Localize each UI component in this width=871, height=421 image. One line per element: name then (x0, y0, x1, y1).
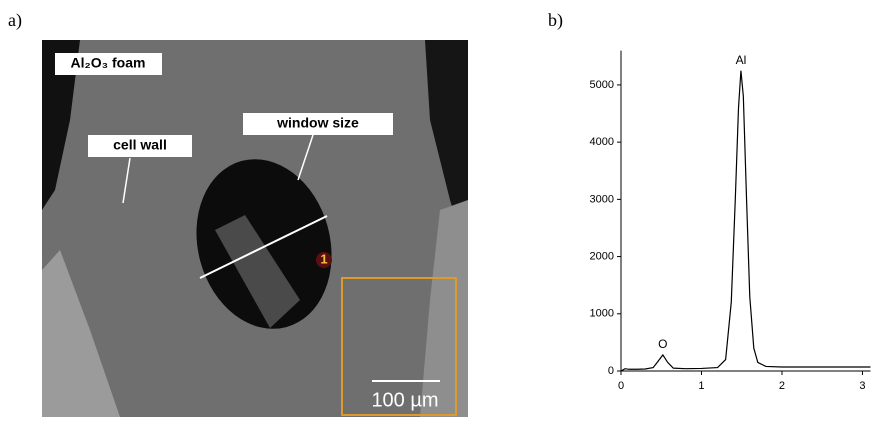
spectrum-line (621, 71, 871, 371)
sample-label: Al₂O₃ foam (71, 55, 146, 71)
panel-label: b) (548, 10, 563, 31)
y-tick-label: 5000 (590, 79, 614, 91)
x-tick-label: 1 (698, 380, 704, 392)
y-tick-label: 3000 (590, 193, 614, 205)
point-label: 1 (320, 251, 327, 266)
panel-label: a) (8, 10, 22, 31)
peak-label: O (658, 337, 667, 351)
figure: a) 1 Al₂O₃ foam window size cell wall 10… (0, 0, 871, 421)
x-tick-label: 2 (779, 380, 785, 392)
spectrum-plot: 0 1000 2000 3000 4000 5000 0 1 2 3 O Al (590, 51, 871, 392)
scale-label: 100 µm (371, 389, 438, 411)
cell-wall-label: cell wall (113, 137, 167, 153)
y-tick-label: 4000 (590, 136, 614, 148)
x-tick-label: 0 (618, 380, 624, 392)
window-label: window size (276, 115, 359, 131)
peak-label: Al (736, 53, 747, 67)
y-tick-label: 0 (608, 365, 614, 377)
sem-image: 1 Al₂O₃ foam window size cell wall 100 µ… (42, 40, 468, 417)
x-tick-label: 3 (859, 380, 865, 392)
y-tick-label: 2000 (590, 250, 614, 262)
y-tick-label: 1000 (590, 308, 614, 320)
